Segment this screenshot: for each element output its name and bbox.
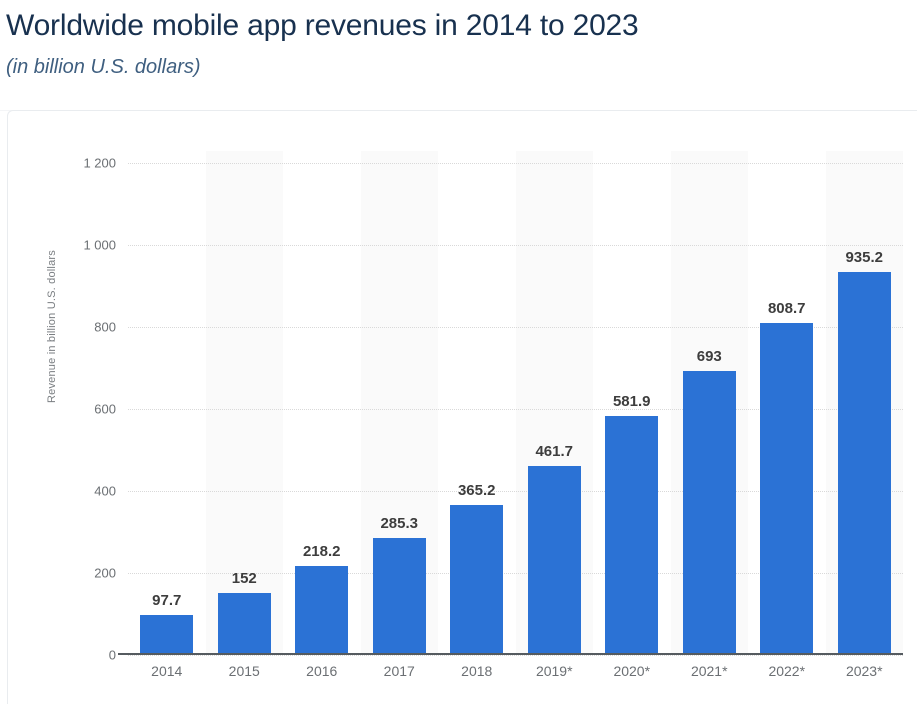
bar-slot[interactable]: 152 — [206, 151, 284, 655]
x-axis-tick: 2015 — [228, 663, 260, 679]
category-band — [205, 151, 283, 655]
bar[interactable] — [450, 505, 503, 655]
x-axis-line — [118, 653, 903, 655]
x-axis-tick: 2018 — [461, 663, 493, 679]
gridline — [128, 573, 903, 574]
gridline — [128, 409, 903, 410]
bar[interactable] — [605, 416, 658, 655]
bar[interactable] — [760, 323, 813, 655]
bar[interactable] — [527, 465, 581, 655]
y-axis-tick: 1 000 — [83, 237, 116, 253]
gridline — [128, 163, 903, 164]
gridline — [128, 327, 903, 328]
x-axis-tick: 2023* — [845, 663, 883, 679]
bar-slot[interactable]: 365.2 — [438, 151, 516, 655]
y-axis-tick: 400 — [94, 483, 116, 499]
chart-subtitle: (in billion U.S. dollars) — [6, 56, 201, 78]
chart-card: Revenue in billion U.S. dollars 0 200 400 6… — [7, 110, 917, 704]
gridline — [128, 245, 903, 246]
bar[interactable] — [837, 271, 891, 655]
bar[interactable] — [295, 565, 348, 655]
bar-value-label: 285.3 — [380, 515, 419, 533]
bar-value-label: 581.9 — [612, 393, 651, 411]
page-title: Worldwide mobile app revenues in 2014 to… — [6, 9, 639, 42]
bar-value-label: 461.7 — [535, 442, 574, 460]
gridline — [128, 655, 903, 656]
x-axis-tick: 2017 — [383, 663, 415, 679]
bar-slot[interactable]: 808.7 — [748, 151, 826, 655]
bar-value-label: 97.7 — [152, 591, 182, 609]
plot-area: 97.7 152 218.2 285.3 365.2 461.7 581.9 693 808.7… — [118, 151, 904, 656]
bar-slot[interactable]: 935.2 — [826, 151, 904, 655]
bar-slot[interactable]: 461.7 — [516, 151, 594, 655]
y-axis-tick: 1 200 — [83, 155, 116, 171]
bar-slot[interactable]: 581.9 — [593, 151, 671, 655]
bar-value-label: 365.2 — [457, 482, 496, 500]
bar-value-label: 218.2 — [302, 542, 341, 560]
bar[interactable] — [140, 614, 193, 655]
bar-value-label: 693 — [696, 347, 722, 365]
x-axis-tick: 2016 — [306, 663, 338, 679]
y-axis-tick: 800 — [94, 319, 116, 335]
bar-slot[interactable]: 285.3 — [361, 151, 439, 655]
gridline — [128, 491, 903, 492]
bar-value-label: 152 — [231, 569, 257, 587]
bar-slot[interactable]: 693 — [671, 151, 749, 655]
chart-header: Worldwide mobile app revenues in 2014 to… — [0, 0, 917, 110]
bar-slot[interactable]: 97.7 — [128, 151, 206, 655]
x-axis-tick: 2014 — [151, 663, 183, 679]
x-axis-tick: 2020* — [613, 663, 651, 679]
x-axis-tick: 2022* — [768, 663, 806, 679]
x-axis-tick: 2019* — [535, 663, 573, 679]
bar-value-label: 935.2 — [845, 248, 884, 266]
x-axis-tick-labels: 2014 2015 2016 2017 2018 2019* 2020* 2021* 2022*… — [128, 663, 903, 689]
y-axis-tick: 200 — [94, 565, 116, 581]
y-axis-tick: 0 — [108, 647, 116, 663]
y-axis-tick: 600 — [94, 401, 116, 417]
bar-slot[interactable]: 218.2 — [283, 151, 361, 655]
x-axis-tick: 2021* — [690, 663, 728, 679]
y-axis-tick-labels: 0 200 400 600 800 1 000 1 200 — [8, 111, 128, 704]
bar[interactable] — [372, 538, 426, 655]
bar[interactable] — [217, 592, 271, 655]
bar-value-label: 808.7 — [767, 300, 806, 318]
bar[interactable] — [682, 370, 736, 655]
